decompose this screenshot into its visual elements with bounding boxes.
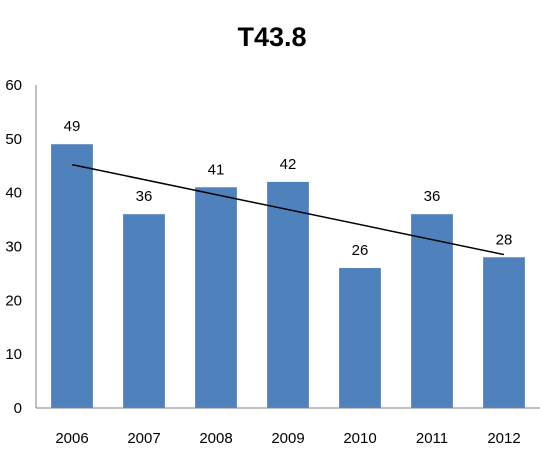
- data-label: 36: [424, 188, 441, 205]
- x-tick-label: 2007: [127, 430, 160, 447]
- bar: [195, 187, 237, 408]
- y-tick-label: 60: [5, 77, 22, 94]
- x-tick-label: 2010: [343, 430, 376, 447]
- bar: [483, 257, 525, 408]
- chart-title: T43.8: [237, 22, 306, 52]
- y-tick-label: 10: [5, 346, 22, 363]
- bar: [123, 214, 165, 408]
- x-tick-label: 2009: [271, 430, 304, 447]
- data-label: 42: [280, 156, 297, 173]
- bar: [339, 268, 381, 408]
- bar: [267, 181, 309, 408]
- x-tick-label: 2008: [199, 430, 232, 447]
- y-tick-label: 50: [5, 131, 22, 148]
- bar: [51, 144, 93, 408]
- data-label: 36: [136, 188, 153, 205]
- data-label: 28: [496, 231, 513, 248]
- bar: [411, 214, 453, 408]
- data-label: 49: [64, 118, 81, 135]
- x-tick-label: 2006: [55, 430, 88, 447]
- y-tick-label: 0: [14, 400, 22, 417]
- y-tick-label: 20: [5, 292, 22, 309]
- x-tick-label: 2012: [487, 430, 520, 447]
- y-tick-label: 40: [5, 185, 22, 202]
- x-tick-label: 2011: [416, 430, 448, 447]
- y-tick-label: 30: [5, 239, 22, 256]
- trendline: [71, 163, 505, 256]
- data-label: 41: [208, 161, 225, 178]
- data-label: 26: [352, 242, 369, 259]
